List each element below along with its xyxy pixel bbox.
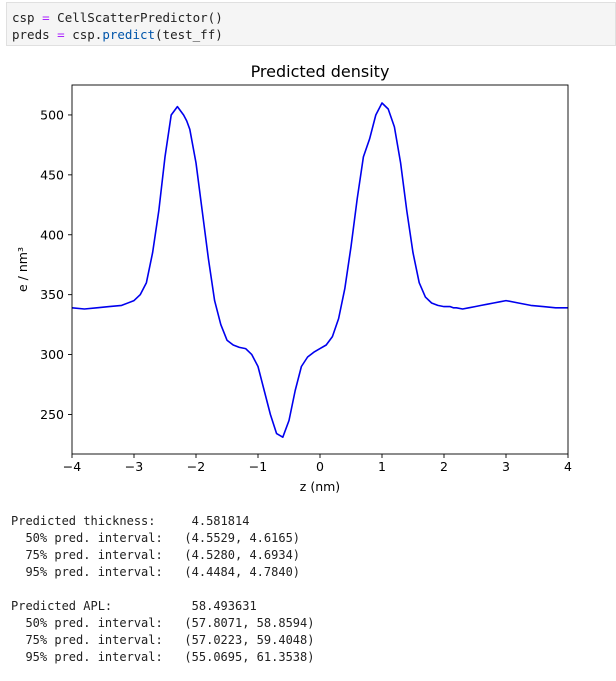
density-chart: Predicted density −4 −3 −2 −1 0 1 2 3 4 250 300 350 4…	[15, 62, 572, 494]
y-tick-label: 400	[40, 227, 64, 242]
code-operator: =	[57, 27, 65, 42]
y-axis-label: e / nm³	[15, 247, 30, 292]
thickness-output: Predicted thickness: 4.581814 50% pred. …	[11, 513, 300, 581]
interval-label: 50% pred. interval:	[25, 531, 163, 545]
code-var: preds	[12, 27, 50, 42]
x-tick-label: 0	[316, 459, 324, 474]
apl-label: Predicted APL:	[11, 599, 113, 613]
code-line-1: csp = CellScatterPredictor()	[12, 10, 223, 25]
apl-output: Predicted APL: 58.493631 50% pred. inter…	[11, 598, 314, 666]
code-object: csp.	[72, 27, 103, 42]
code-args: (test_ff)	[155, 27, 223, 42]
x-tick-label: 3	[502, 459, 510, 474]
density-line	[71, 102, 568, 438]
x-tick-label: 4	[564, 459, 572, 474]
x-tick-label: −4	[63, 459, 81, 474]
y-tick-label: 450	[40, 167, 64, 182]
code-var: csp	[12, 10, 35, 25]
x-tick-label: −3	[125, 459, 143, 474]
code-call: CellScatterPredictor()	[57, 10, 223, 25]
x-tick-label: −2	[187, 459, 205, 474]
plot-frame	[71, 84, 569, 455]
code-cell[interactable]: csp = CellScatterPredictor() preds = csp…	[6, 2, 616, 46]
apl-value: 58.493631	[191, 599, 257, 613]
code-method: predict	[102, 27, 156, 42]
interval-label: 75% pred. interval:	[25, 548, 163, 562]
y-tick-label: 300	[40, 347, 64, 362]
x-axis-label: z (nm)	[300, 479, 340, 494]
interval-label: 95% pred. interval:	[25, 565, 163, 579]
interval-value: (55.0695, 61.3538)	[184, 650, 315, 664]
y-tick-label: 350	[40, 287, 64, 302]
interval-value: (57.0223, 59.4048)	[184, 633, 315, 647]
y-tick-label: 500	[40, 107, 64, 122]
x-tick-label: 1	[378, 459, 386, 474]
interval-label: 50% pred. interval:	[25, 616, 163, 630]
y-tick-label: 250	[40, 407, 64, 422]
chart-title: Predicted density	[251, 62, 390, 81]
code-line-2: preds = csp.predict(test_ff)	[12, 27, 223, 42]
interval-value: (4.4484, 4.7840)	[184, 565, 301, 579]
interval-label: 75% pred. interval:	[25, 633, 163, 647]
code-operator: =	[42, 10, 50, 25]
interval-value: (4.5529, 4.6165)	[184, 531, 301, 545]
x-tick-label: 2	[440, 459, 448, 474]
interval-value: (57.8071, 58.8594)	[184, 616, 315, 630]
interval-value: (4.5280, 4.6934)	[184, 548, 301, 562]
thickness-value: 4.581814	[191, 514, 250, 528]
interval-label: 95% pred. interval:	[25, 650, 163, 664]
x-tick-label: −1	[249, 459, 267, 474]
thickness-label: Predicted thickness:	[11, 514, 156, 528]
